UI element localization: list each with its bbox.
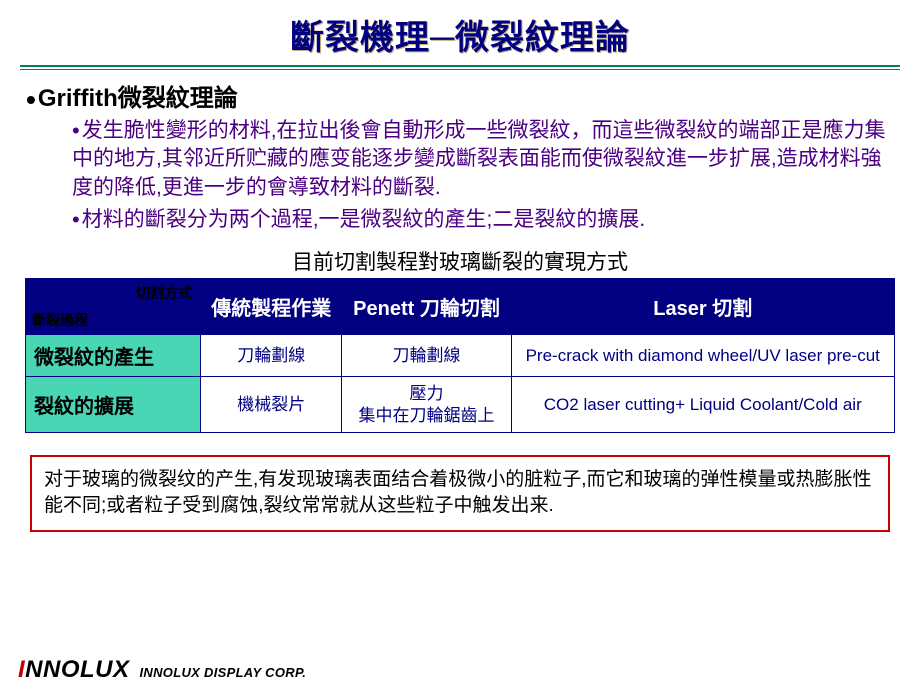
table-row: 微裂紋的產生 刀輪劃線 刀輪劃線 Pre-crack with diamond … (26, 335, 895, 377)
table-cell: 刀輪劃線 (342, 335, 511, 377)
section-heading: •Griffith微裂紋理論 (26, 78, 894, 113)
table-cell: 刀輪劃線 (201, 335, 342, 377)
paragraph-1-text: 发生脆性變形的材料,在拉出後會自動形成一些微裂紋，而這些微裂紋的端部正是應力集中… (72, 119, 886, 199)
table-cell: 機械裂片 (201, 377, 342, 433)
comparison-table: 切割方式 斷裂過程 傳統製程作業 Penett 刀輪切割 Laser 切割 微裂… (25, 278, 895, 433)
divider (20, 65, 900, 70)
note-text: 对于玻璃的微裂纹的产生,有发现玻璃表面结合着极微小的脏粒子,而它和玻璃的弹性模量… (44, 469, 872, 517)
table-corner-top: 切割方式 (136, 283, 192, 303)
table-header: Laser 切割 (511, 279, 894, 335)
page-title: 斷裂機理─微裂紋理論 (290, 10, 630, 59)
table-cell: 壓力集中在刀輪鋸齒上 (342, 377, 511, 433)
logo: INNOLUX (18, 656, 130, 684)
paragraph-2-text: 材料的斷裂分为两个過程,一是微裂紋的產生;二是裂紋的擴展. (82, 208, 646, 231)
logo-sub: INNOLUX DISPLAY CORP. (140, 665, 307, 680)
section-heading-text: Griffith微裂紋理論 (38, 85, 238, 112)
paragraph-1: •发生脆性變形的材料,在拉出後會自動形成一些微裂紋，而這些微裂紋的端部正是應力集… (72, 117, 894, 202)
footer: INNOLUX INNOLUX DISPLAY CORP. (18, 656, 306, 684)
table-header: 傳統製程作業 (201, 279, 342, 335)
note-box: 对于玻璃的微裂纹的产生,有发现玻璃表面结合着极微小的脏粒子,而它和玻璃的弹性模量… (30, 455, 890, 532)
table-rowhead: 微裂紋的產生 (26, 335, 201, 377)
table-rowhead: 裂紋的擴展 (26, 377, 201, 433)
paragraph-2: •材料的斷裂分为两个過程,一是微裂紋的產生;二是裂紋的擴展. (72, 206, 894, 234)
logo-rest: NNOLUX (25, 656, 129, 683)
table-corner-bottom: 斷裂過程 (32, 310, 88, 330)
table-cell: Pre-crack with diamond wheel/UV laser pr… (511, 335, 894, 377)
table-corner-cell: 切割方式 斷裂過程 (26, 279, 201, 335)
table-header: Penett 刀輪切割 (342, 279, 511, 335)
table-caption: 目前切割製程對玻璃斷裂的實現方式 (20, 246, 900, 276)
table-cell: CO2 laser cutting+ Liquid Coolant/Cold a… (511, 377, 894, 433)
table-row: 裂紋的擴展 機械裂片 壓力集中在刀輪鋸齒上 CO2 laser cutting+… (26, 377, 895, 433)
